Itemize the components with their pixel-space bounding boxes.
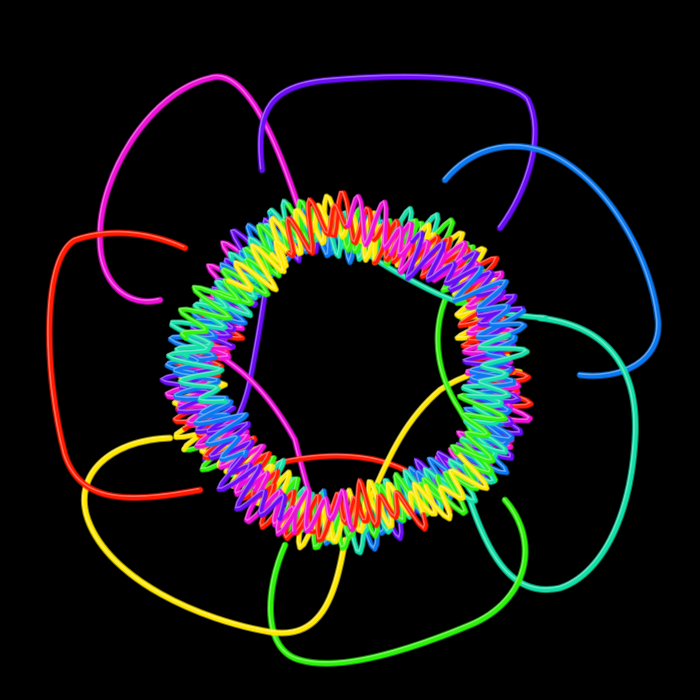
ring-strand-segment — [193, 398, 250, 463]
violet-loop — [256, 73, 539, 232]
ring-strand-segment — [284, 196, 351, 259]
ring-strand-segment — [349, 477, 429, 533]
ring-strand-segment — [172, 353, 231, 419]
ring-strand-segment — [165, 334, 229, 405]
ring-strand-segment — [216, 452, 288, 522]
yellow-loop — [80, 434, 349, 637]
ring-strand-segment — [420, 436, 495, 517]
magenta-loop — [96, 73, 304, 305]
ring-strand-segment — [177, 277, 243, 341]
teal-loop — [466, 314, 639, 593]
knot-ring — [159, 190, 535, 556]
ring-strand-segment — [411, 449, 490, 522]
ring-strand-segment — [449, 392, 509, 464]
red-loop — [45, 229, 204, 502]
ring-strand-segment — [468, 308, 527, 389]
green-loop — [267, 496, 529, 667]
ring-strand-segment — [460, 331, 531, 400]
ring-strand-segment — [212, 244, 276, 307]
ring-strand-segment — [452, 264, 528, 338]
ring-strand-segment — [431, 239, 512, 311]
ring-strand-segment — [405, 230, 485, 287]
blue-loop — [441, 142, 662, 380]
outer-loops — [45, 73, 662, 667]
ring-strand-segment — [274, 486, 356, 538]
ring-strand-segment — [225, 239, 292, 293]
ring-strand-segment — [345, 193, 416, 258]
